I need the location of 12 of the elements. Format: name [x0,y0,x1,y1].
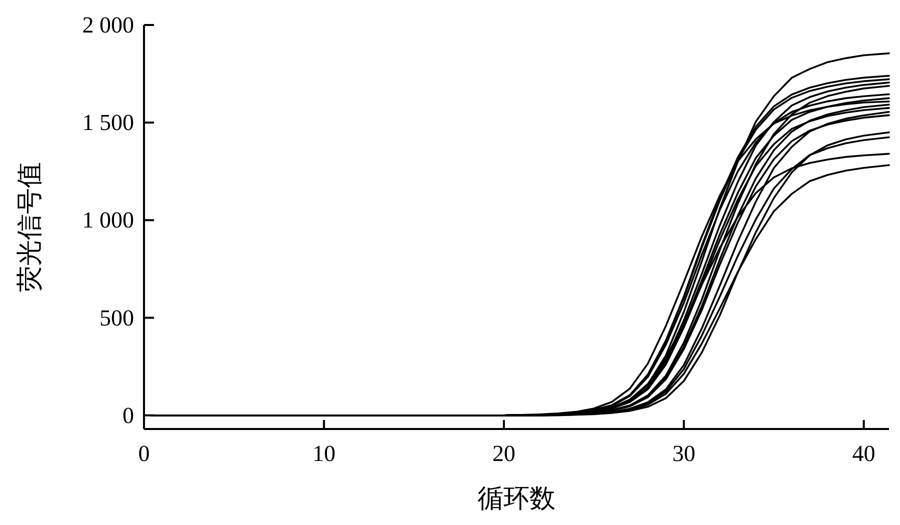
y-tick-label: 0 [122,402,134,428]
x-tick-label: 30 [672,441,696,466]
y-tick-label: 1 500 [82,110,134,136]
y-tick-label: 1 000 [82,208,134,233]
x-axis-title: 循环数 [478,484,556,513]
x-tick-label: 10 [312,441,336,466]
x-tick-label: 0 [138,441,150,466]
x-tick-label: 20 [492,441,516,466]
y-tick-label: 2 000 [82,12,134,38]
y-tick-label: 500 [100,305,134,330]
x-tick-label: 40 [852,441,876,466]
y-axis-title: 荧光信号值 [15,162,44,292]
